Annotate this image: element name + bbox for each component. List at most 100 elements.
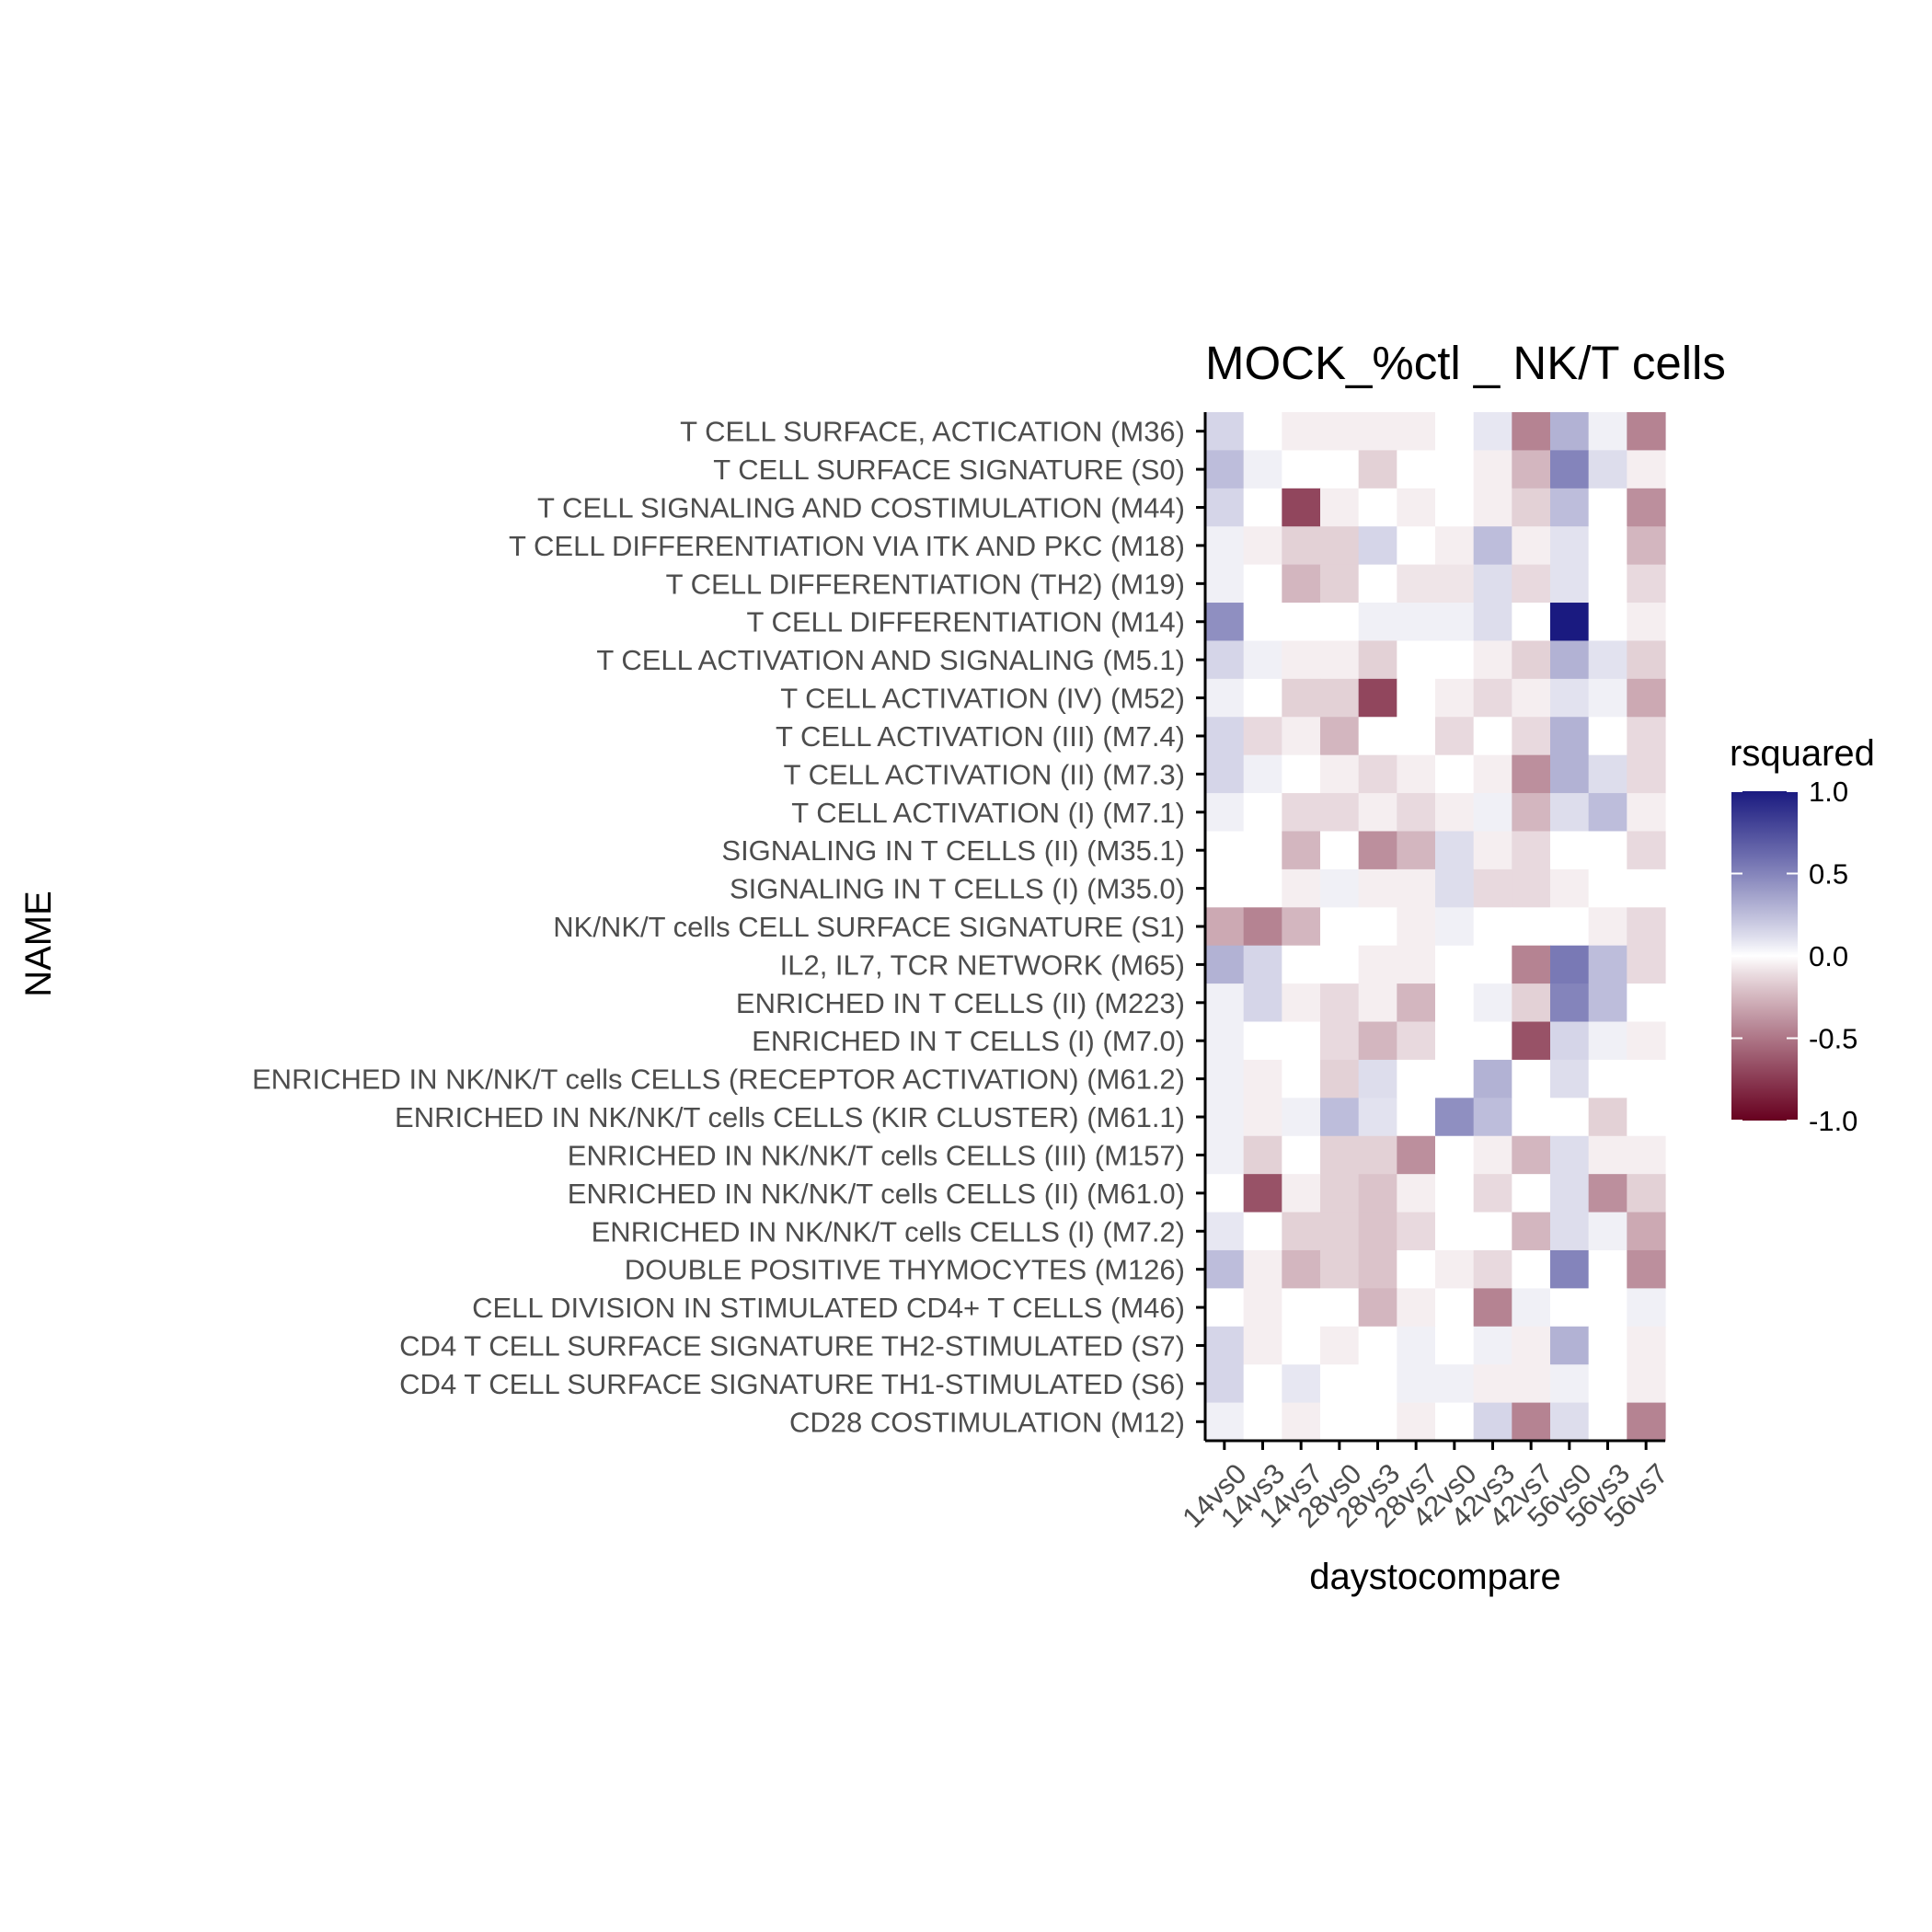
heatmap-cell (1320, 1249, 1360, 1289)
y-axis-title: NAME (18, 891, 59, 997)
heatmap-cell (1243, 450, 1282, 489)
heatmap-cell (1205, 754, 1245, 794)
heatmap-cell (1627, 488, 1666, 527)
heatmap-cell (1282, 754, 1321, 794)
heatmap-cell (1243, 1098, 1282, 1137)
heatmap-cell (1473, 1174, 1512, 1213)
heatmap-cell (1205, 640, 1245, 680)
heatmap-cell (1320, 603, 1360, 642)
heatmap-cell (1473, 1249, 1512, 1289)
heatmap-cell (1627, 983, 1666, 1023)
y-tick-label: IL2, IL7, TCR NETWORK (M65) (780, 949, 1185, 981)
heatmap-cell (1358, 564, 1397, 604)
heatmap-cell (1243, 907, 1282, 947)
heatmap-cell (1588, 907, 1627, 947)
heatmap-cell (1588, 678, 1627, 718)
heatmap-cell (1205, 907, 1245, 947)
heatmap-cell (1473, 1135, 1512, 1175)
heatmap-cell (1435, 1249, 1475, 1289)
heatmap-cell (1358, 1021, 1397, 1061)
y-tick-label: ENRICHED IN NK/NK/T cells CELLS (RECEPTO… (252, 1064, 1185, 1096)
y-tick-label: ENRICHED IN NK/NK/T cells CELLS (II) (M6… (568, 1178, 1185, 1210)
heatmap-cell (1320, 640, 1360, 680)
heatmap-cell (1397, 1059, 1436, 1098)
heatmap-cell (1320, 945, 1360, 984)
heatmap-cell (1435, 678, 1475, 718)
heatmap-cell (1473, 1288, 1512, 1328)
heatmap-cell (1243, 717, 1282, 756)
heatmap-cell (1473, 831, 1512, 870)
heatmap-cell (1550, 831, 1590, 870)
heatmap-cell (1358, 1135, 1397, 1175)
y-tick-label: T CELL ACTIVATION (IV) (M52) (780, 683, 1185, 715)
legend-tick-label: -0.5 (1809, 1023, 1857, 1055)
heatmap-cell (1282, 640, 1321, 680)
heatmap-cell (1320, 450, 1360, 489)
heatmap-cell (1397, 1249, 1436, 1289)
heatmap-cell (1588, 450, 1627, 489)
plot-title: MOCK_%ctl _ NK/T cells (1205, 337, 1726, 389)
heatmap-cell (1435, 983, 1475, 1023)
heatmap-cell (1397, 526, 1436, 566)
heatmap-cell (1627, 526, 1666, 566)
heatmap-cell (1397, 983, 1436, 1023)
heatmap-cell (1588, 754, 1627, 794)
heatmap-cell (1550, 564, 1590, 604)
heatmap-cell (1512, 488, 1551, 527)
heatmap-cell (1627, 868, 1666, 908)
heatmap-cell (1243, 868, 1282, 908)
heatmap-cell (1512, 640, 1551, 680)
heatmap-cell (1473, 1402, 1512, 1442)
heatmap-cell (1358, 945, 1397, 984)
heatmap-cell (1320, 907, 1360, 947)
heatmap-cell (1435, 450, 1475, 489)
heatmap-cell (1243, 754, 1282, 794)
heatmap-cell (1550, 1364, 1590, 1404)
heatmap-cell (1205, 603, 1245, 642)
heatmap-cell (1588, 1364, 1627, 1404)
heatmap-cell (1243, 1326, 1282, 1365)
heatmap-cell (1550, 1174, 1590, 1213)
legend-ticks: 1.0 0.5 0.0 -0.5 -1.0 (1731, 776, 1857, 1137)
heatmap-cell (1588, 1402, 1627, 1442)
heatmap-cell (1435, 412, 1475, 452)
heatmap-cell (1473, 1059, 1512, 1098)
heatmap-cell (1627, 1402, 1666, 1442)
heatmap-cell (1435, 754, 1475, 794)
y-tick-label: CD4 T CELL SURFACE SIGNATURE TH1-STIMULA… (399, 1368, 1185, 1400)
heatmap-cell (1435, 526, 1475, 566)
heatmap-cell (1473, 488, 1512, 527)
heatmap-cell (1588, 945, 1627, 984)
heatmap-cell (1550, 1402, 1590, 1442)
heatmap-cell (1205, 1402, 1245, 1442)
legend-tick-label: 0.0 (1809, 940, 1848, 972)
heatmap-cell (1435, 1021, 1475, 1061)
heatmap-cell (1435, 1288, 1475, 1328)
heatmap-cell (1435, 793, 1475, 833)
heatmap-cell (1627, 793, 1666, 833)
heatmap-cell (1512, 717, 1551, 756)
heatmap-cell (1320, 831, 1360, 870)
heatmap-cell (1320, 983, 1360, 1023)
heatmap-cell (1512, 907, 1551, 947)
heatmap-cell (1205, 450, 1245, 489)
heatmap-cell (1512, 754, 1551, 794)
heatmap-cell (1282, 1364, 1321, 1404)
heatmap-cell (1550, 1059, 1590, 1098)
heatmap-cell (1243, 564, 1282, 604)
heatmap-cell (1243, 1288, 1282, 1328)
y-tick-label: ENRICHED IN T CELLS (II) (M223) (736, 987, 1185, 1019)
heatmap-cell (1205, 1364, 1245, 1404)
heatmap-cell (1627, 907, 1666, 947)
heatmap-cell (1358, 793, 1397, 833)
heatmap-cell (1282, 1326, 1321, 1365)
heatmap-cell (1243, 793, 1282, 833)
heatmap-cell (1588, 983, 1627, 1023)
heatmap-cell (1550, 754, 1590, 794)
heatmap-cell (1627, 1135, 1666, 1175)
heatmap-cell (1397, 831, 1436, 870)
heatmap-cell (1282, 488, 1321, 527)
heatmap-cell (1550, 907, 1590, 947)
heatmap-cell (1358, 1326, 1397, 1365)
heatmap-cell (1205, 1249, 1245, 1289)
